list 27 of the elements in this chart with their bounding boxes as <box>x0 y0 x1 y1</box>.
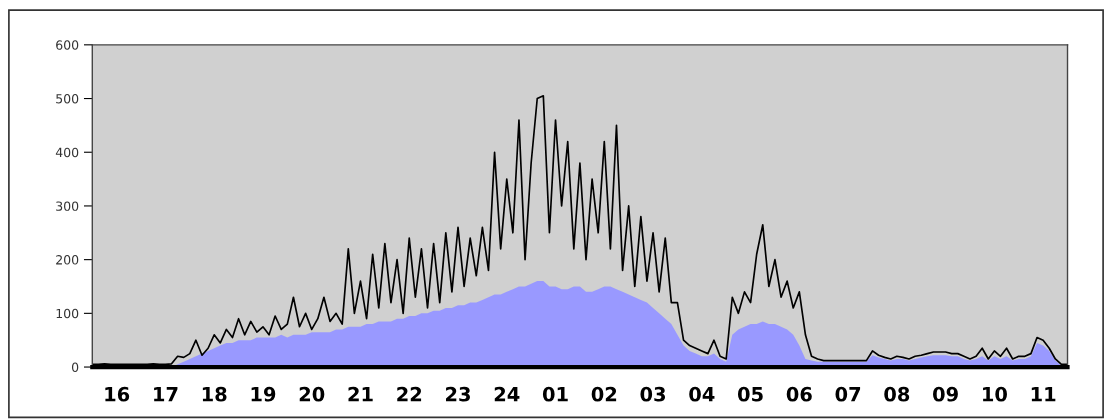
x-tick-label: 09 <box>933 386 958 402</box>
y-tick-label: 600 <box>56 40 79 50</box>
x-tick-label: 03 <box>640 386 666 402</box>
x-tick-label: 10 <box>983 386 1007 402</box>
x-tick-label: 22 <box>397 386 422 402</box>
x-tick-label: 16 <box>105 386 130 402</box>
y-tick-label: 0 <box>71 362 79 372</box>
x-tick-label: 08 <box>884 386 910 402</box>
x-tick-label: 21 <box>348 386 373 402</box>
x-tick-label: 02 <box>591 386 617 402</box>
x-tick-label: 24 <box>494 386 520 402</box>
y-tick-label: 200 <box>56 255 79 265</box>
y-tick-label: 500 <box>56 94 79 104</box>
x-tick-label: 01 <box>542 386 568 402</box>
x-tick-label: 19 <box>251 386 276 402</box>
y-tick-label: 400 <box>55 147 79 158</box>
y-tick-label: 100 <box>56 308 79 319</box>
y-tick-label: 300 <box>56 201 79 211</box>
x-tick-label: 07 <box>835 386 861 402</box>
x-tick-label: 23 <box>446 386 470 402</box>
x-tick-label: 20 <box>299 386 325 402</box>
x-tick-label: 06 <box>786 386 812 402</box>
x-tick-label: 18 <box>202 386 227 402</box>
x-tick-label: 11 <box>1031 387 1056 402</box>
x-tick-label: 04 <box>689 386 715 402</box>
x-tick-label: 17 <box>154 387 178 402</box>
x-tick-label: 05 <box>737 386 763 402</box>
